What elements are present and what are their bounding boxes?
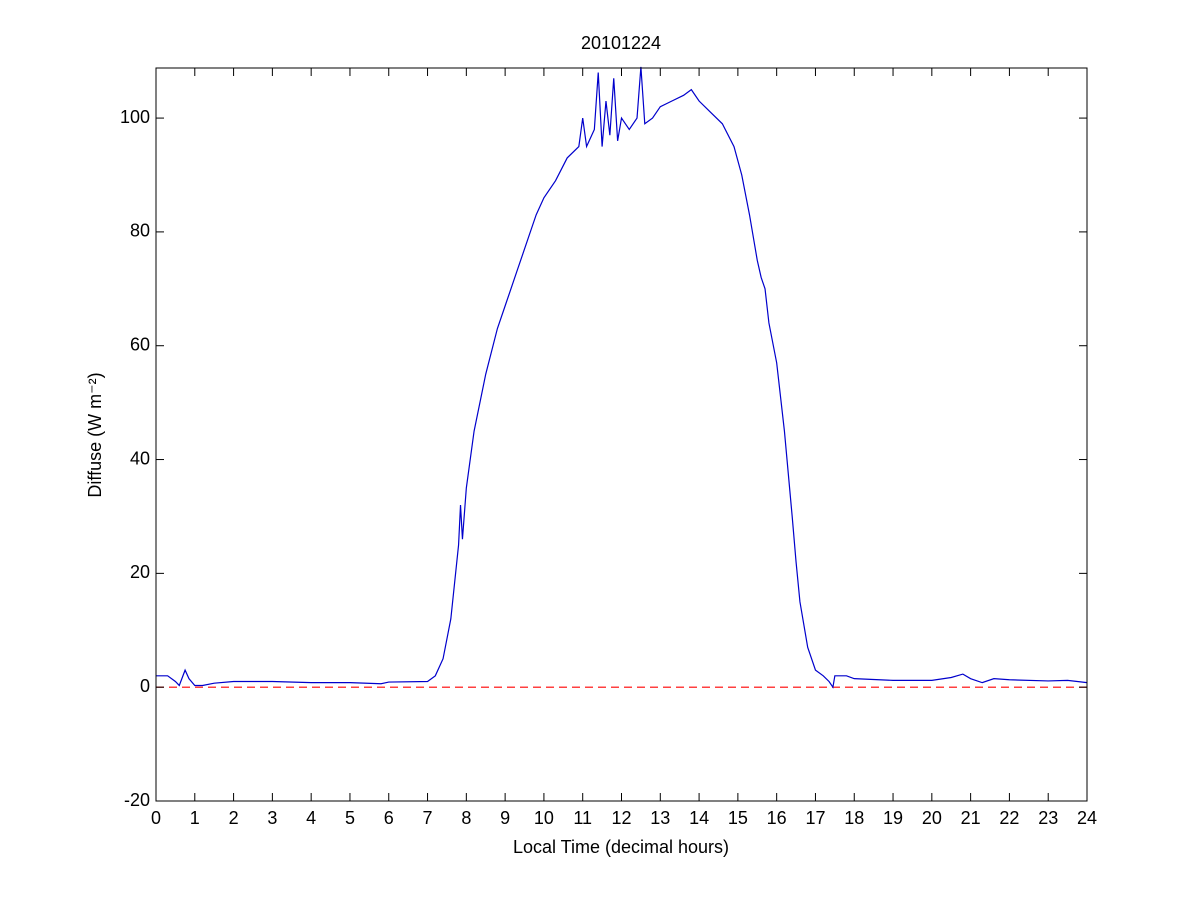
x-tick-label: 4 (306, 808, 316, 828)
x-tick-label: 10 (534, 808, 554, 828)
y-tick-label: 0 (140, 676, 150, 696)
x-tick-label: 13 (650, 808, 670, 828)
x-tick-label: 16 (767, 808, 787, 828)
x-tick-label: 3 (267, 808, 277, 828)
y-axis-label: Diffuse (W m⁻²) (85, 372, 105, 497)
x-tick-label: 14 (689, 808, 709, 828)
x-tick-label: 9 (500, 808, 510, 828)
x-tick-label: 20 (922, 808, 942, 828)
x-tick-label: 6 (384, 808, 394, 828)
x-tick-label: 21 (961, 808, 981, 828)
x-tick-label: 8 (461, 808, 471, 828)
x-tick-label: 19 (883, 808, 903, 828)
x-tick-label: 1 (190, 808, 200, 828)
x-tick-label: 18 (844, 808, 864, 828)
x-tick-label: 12 (611, 808, 631, 828)
x-tick-label: 2 (229, 808, 239, 828)
x-tick-label: 15 (728, 808, 748, 828)
x-tick-label: 7 (423, 808, 433, 828)
x-tick-label: 5 (345, 808, 355, 828)
x-tick-label: 22 (999, 808, 1019, 828)
y-tick-label: 80 (130, 221, 150, 241)
chart-title: 20101224 (581, 33, 661, 53)
y-tick-label: -20 (124, 790, 150, 810)
y-tick-label: 100 (120, 107, 150, 127)
x-tick-label: 0 (151, 808, 161, 828)
x-tick-label: 11 (573, 808, 592, 828)
y-tick-label: 60 (130, 334, 150, 354)
data-line (156, 66, 1088, 689)
x-axis-label: Local Time (decimal hours) (513, 837, 729, 857)
x-tick-label: 23 (1038, 808, 1058, 828)
y-tick-label: 40 (130, 448, 150, 468)
y-tick-label: 20 (130, 562, 150, 582)
x-tick-label: 17 (805, 808, 825, 828)
x-tick-label: 24 (1077, 808, 1097, 828)
